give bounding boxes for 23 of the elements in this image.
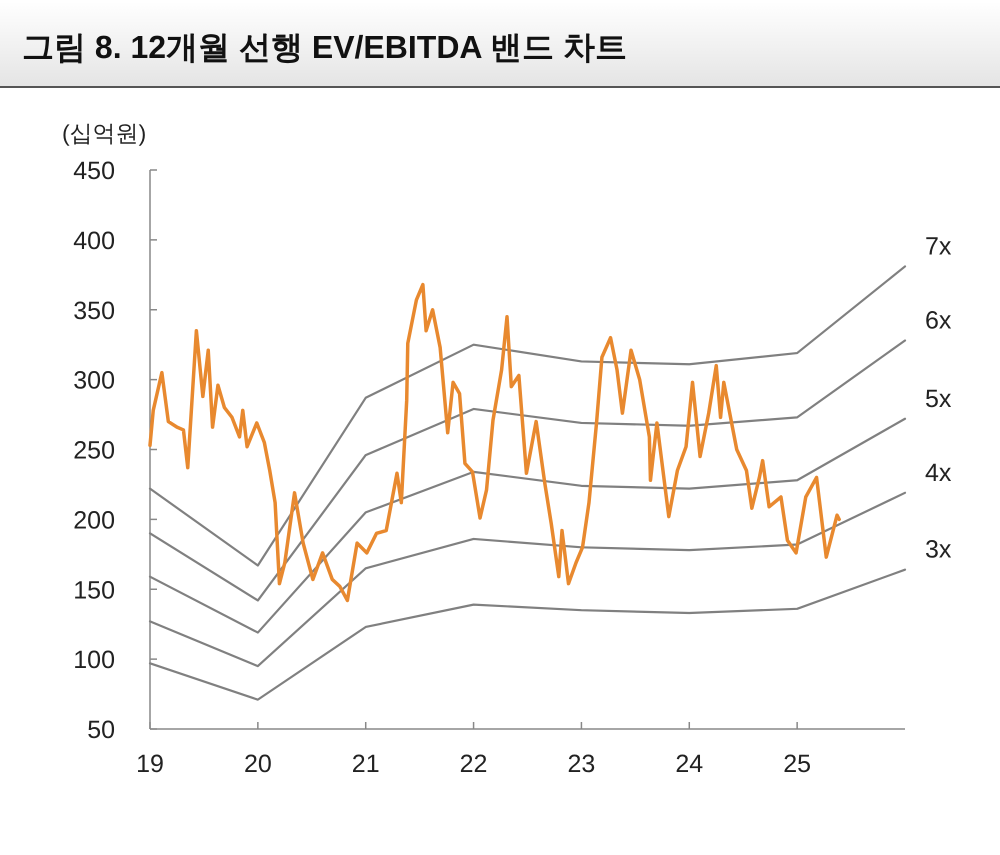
ytick: 150 — [73, 576, 115, 604]
ytick: 250 — [73, 436, 115, 464]
series-label: 6x — [925, 306, 952, 334]
series-label: 4x — [925, 458, 952, 487]
ytick: 350 — [73, 296, 115, 325]
xtick: 21 — [352, 750, 380, 778]
series-label: 7x — [925, 232, 952, 260]
series-label: 3x — [925, 536, 952, 564]
xtick: 24 — [675, 750, 704, 778]
ytick: 450 — [73, 157, 115, 185]
title: 그림 8. 12개월 선행 EV/EBITDA 밴드 차트 — [22, 29, 628, 65]
ytick: 400 — [73, 226, 115, 255]
xtick: 23 — [568, 750, 596, 778]
xtick: 25 — [783, 750, 812, 778]
series-label: 5x — [925, 384, 952, 413]
ytick: 300 — [73, 366, 115, 395]
ytick: 200 — [73, 506, 115, 534]
ytick: 100 — [73, 646, 115, 674]
xtick: 19 — [136, 750, 164, 778]
ytick: 50 — [87, 716, 115, 744]
xtick: 20 — [244, 750, 272, 778]
ylabel: (십억원) — [62, 120, 146, 146]
xtick: 22 — [460, 750, 488, 778]
